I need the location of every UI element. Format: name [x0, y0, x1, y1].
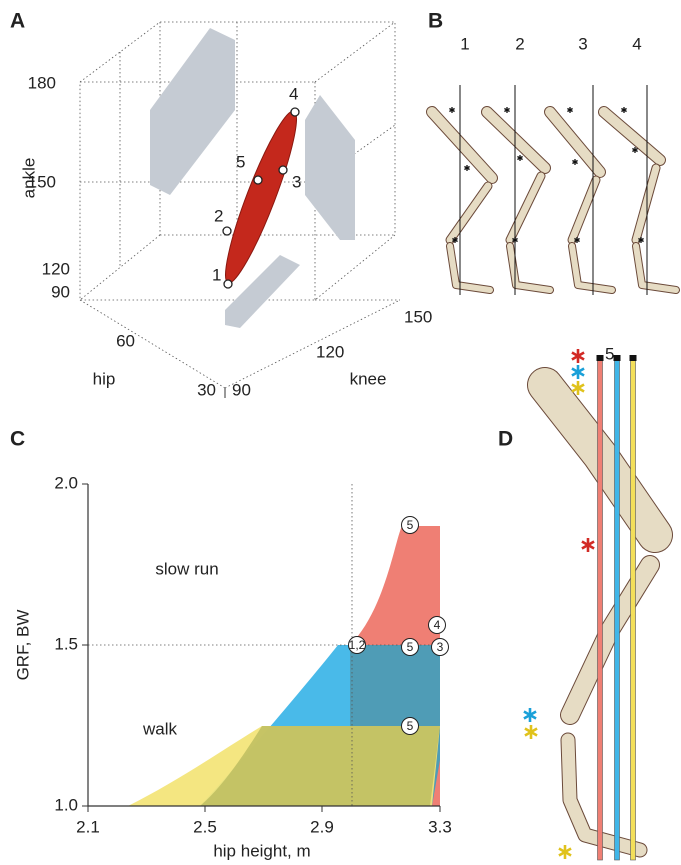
marker-circle [428, 616, 446, 634]
plumb-line [630, 357, 636, 861]
bone [561, 556, 659, 724]
pose-label: 5 [605, 344, 614, 363]
marker-label: 4 [434, 618, 441, 632]
asterisk-stroke [571, 383, 585, 393]
marker-circle [431, 638, 449, 656]
point-label: 5 [236, 152, 245, 171]
bone [599, 107, 665, 165]
tick-label: 30 [197, 380, 216, 399]
bone [561, 733, 647, 857]
marker-circle [401, 717, 419, 735]
asterisk-stroke [621, 107, 627, 113]
asterisk-stroke [523, 710, 537, 720]
asterisk-stroke [512, 237, 518, 243]
markers: 5 1,2 5 3 4 5 [348, 516, 449, 735]
asterisk-stroke [517, 155, 523, 161]
asterisk-stroke [464, 165, 470, 171]
plumb-line [597, 357, 603, 861]
tick-label: 150 [404, 307, 432, 326]
pose-label: 4 [632, 34, 641, 53]
point [253, 175, 263, 185]
bone [633, 243, 679, 293]
point [278, 165, 288, 175]
axis-title: GRF, BW [13, 610, 32, 681]
plumb-cap [596, 355, 604, 361]
bone [447, 243, 493, 293]
tick-label: 60 [116, 331, 135, 350]
asterisk-stroke [504, 107, 510, 113]
region-label: walk [142, 719, 178, 738]
bone [427, 107, 497, 183]
region-label: slow run [155, 559, 218, 578]
tick-label: 180 [28, 73, 56, 92]
tick-label: 120 [316, 342, 344, 361]
asterisk-stroke [632, 147, 638, 153]
tick-label: 90 [51, 282, 70, 301]
axis-title: ankle [19, 158, 38, 199]
asterisk-stroke [581, 540, 595, 550]
asterisk-stroke [567, 107, 573, 113]
tick-label: 2.9 [310, 817, 334, 836]
bone [507, 243, 553, 293]
asterisk-stroke [574, 237, 580, 243]
asterisk-stroke [572, 159, 578, 165]
asterisk-stroke [449, 107, 455, 113]
asterisk-stroke [558, 847, 572, 857]
axis-title: knee [350, 369, 387, 388]
point-label: 4 [289, 84, 298, 103]
bone [482, 107, 550, 173]
point [223, 279, 233, 289]
bone [446, 182, 492, 244]
point-label: 2 [214, 206, 223, 225]
panel-label: B [428, 10, 443, 33]
asterisk-stroke [638, 237, 644, 243]
marker-circle [348, 636, 366, 654]
bone [545, 107, 605, 177]
tick-label: 1.5 [54, 634, 78, 653]
marker-label: 5 [407, 518, 414, 532]
bone [632, 164, 660, 244]
tick-label: 150 [28, 172, 56, 191]
tick-label: 90 [232, 380, 251, 399]
asterisk-stroke [571, 367, 585, 377]
point [290, 107, 300, 117]
marker-label: 5 [407, 719, 414, 733]
leg-drawings [426, 85, 680, 295]
panel-c-plot [82, 483, 441, 812]
panel-label: C [10, 428, 25, 451]
asterisks [523, 349, 595, 859]
axis-title: hip [93, 369, 116, 388]
marker-label: 5 [407, 640, 414, 654]
tick-label: 120 [42, 259, 70, 278]
bone [568, 176, 600, 244]
panel-label: A [10, 10, 25, 33]
plumb-line [614, 357, 620, 861]
asterisk-stroke [571, 351, 585, 361]
tick-label: 3.3 [428, 817, 452, 836]
pose-label: 3 [578, 34, 587, 53]
pose-label: 1 [460, 34, 469, 53]
tick-label: 2.1 [76, 817, 100, 836]
asterisk-stroke [452, 237, 458, 243]
marker-circle [401, 638, 419, 656]
plumb-cap [629, 355, 637, 361]
leg-drawing [527, 355, 673, 861]
marker-label: 3 [437, 640, 444, 654]
asterisk-stroke [524, 727, 538, 737]
marker-circle [401, 516, 419, 534]
tick-label: 1.0 [54, 795, 78, 814]
axis-title: hip height, m [213, 841, 310, 860]
point [222, 226, 232, 236]
tick-label: 2.5 [193, 817, 217, 836]
bone [569, 243, 615, 293]
point-label: 1 [212, 265, 221, 284]
panel-label: D [498, 428, 513, 451]
marker-label: 1,2 [349, 638, 366, 652]
pose-label: 2 [515, 34, 524, 53]
point-label: 3 [292, 172, 301, 191]
plumb-cap [613, 355, 621, 361]
tick-label: 2.0 [54, 473, 78, 492]
